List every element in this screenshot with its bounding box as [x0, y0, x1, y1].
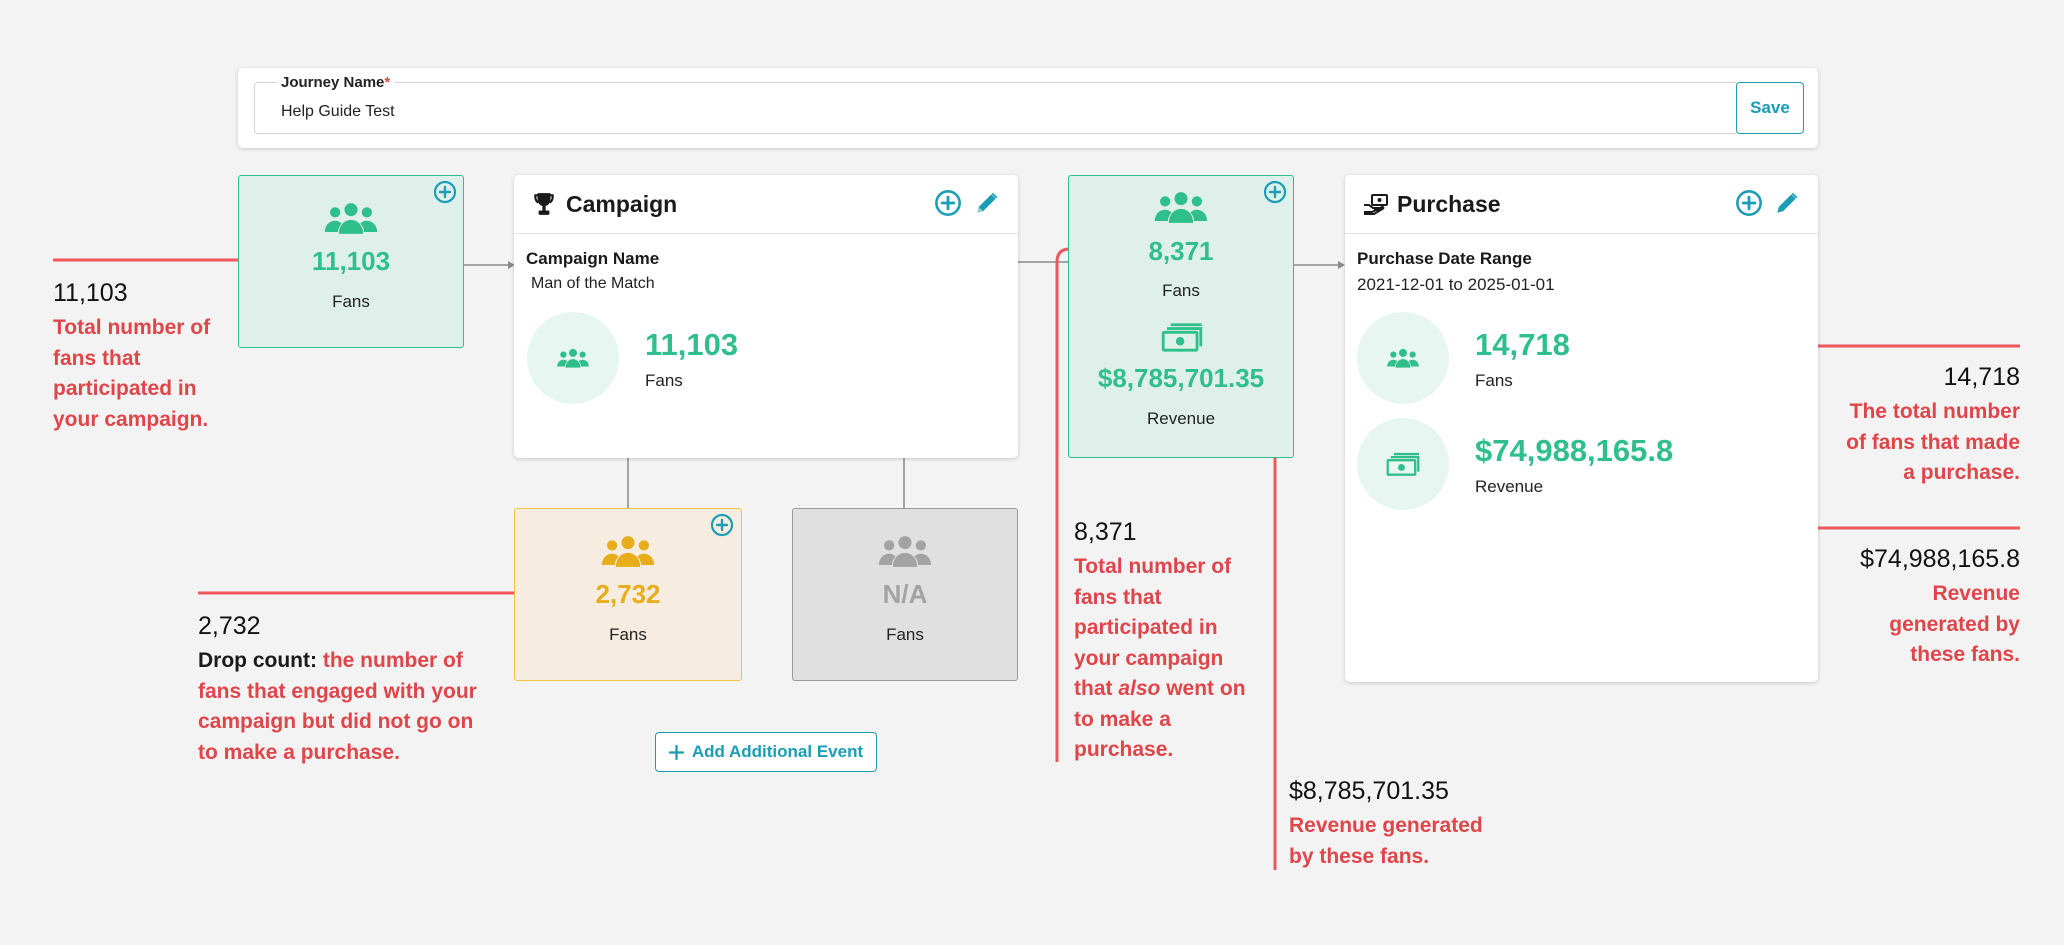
- journey-name-label: Journey Name*: [277, 74, 395, 91]
- campaign-name-label: Campaign Name: [526, 249, 660, 268]
- journey-name-bar: Journey Name* Help Guide Test Save: [238, 68, 1818, 148]
- na-fans-label: Fans: [886, 625, 924, 644]
- entry-fans-label: Fans: [332, 292, 370, 311]
- add-additional-event-label: Add Additional Event: [691, 742, 864, 761]
- add-circle-icon[interactable]: [710, 513, 734, 537]
- purchase-card-header: Purchase: [1345, 175, 1818, 234]
- annotation-purchase-fans-number: 14,718: [1943, 363, 2020, 391]
- trophy-icon: [534, 193, 554, 215]
- campaign-name-value: Man of the Match: [531, 275, 655, 292]
- fans-group-icon: [324, 203, 378, 234]
- converted-revenue-value: $8,785,701.35: [1097, 363, 1265, 393]
- purchase-fans-circle: [1357, 312, 1449, 404]
- annotation-converted-text: Total number of fans that participated i…: [1074, 555, 1246, 761]
- fans-group-icon: [601, 536, 655, 567]
- purchase-date-range-value: 2021-12-01 to 2025-01-01: [1357, 275, 1555, 295]
- annotation-converted-revenue-text: Revenue generated by these fans.: [1289, 814, 1483, 868]
- campaign-fans-label: Fans: [645, 371, 683, 390]
- pencil-icon[interactable]: [974, 190, 1000, 216]
- add-additional-event-button[interactable]: Add Additional Event: [655, 732, 877, 772]
- add-circle-icon[interactable]: [934, 189, 962, 217]
- fans-group-icon: [878, 536, 932, 567]
- campaign-card-header: Campaign: [514, 175, 1018, 234]
- annotation-drop-text: Drop count: the number of fans that enga…: [198, 649, 477, 764]
- date-separator: to: [1448, 275, 1463, 294]
- entry-fans-count: 11,103: [311, 246, 391, 276]
- campaign-card: Campaign Campaign Name Man of the Match …: [514, 175, 1018, 458]
- journey-name-field[interactable]: Journey Name* Help Guide Test: [254, 74, 1738, 134]
- annotation-drop-number: 2,732: [198, 612, 261, 640]
- converted-fans-box[interactable]: 8,371 Fans $8,785,701.35 Revenue: [1068, 175, 1294, 458]
- annotation-purchase-revenue-text: Revenue generated by these fans.: [1889, 582, 2020, 666]
- add-circle-icon[interactable]: [1263, 180, 1287, 204]
- campaign-fans-circle: [527, 312, 619, 404]
- purchase-revenue-value: $74,988,165.8: [1475, 433, 1674, 468]
- fans-group-icon: [1387, 348, 1419, 368]
- pencil-icon[interactable]: [1774, 190, 1800, 216]
- hand-money-icon: [1364, 194, 1388, 215]
- required-mark: *: [384, 74, 391, 91]
- drop-fans-label: Fans: [609, 625, 647, 644]
- purchase-date-range-label: Purchase Date Range: [1357, 249, 1532, 268]
- campaign-title: Campaign: [566, 191, 678, 217]
- purchase-revenue-circle: [1357, 418, 1449, 510]
- add-circle-icon[interactable]: [1735, 189, 1763, 217]
- annotation-converted-revenue-number: $8,785,701.35: [1289, 777, 1449, 805]
- save-button[interactable]: Save: [1736, 82, 1804, 134]
- entry-fans-box[interactable]: 11,103 Fans: [238, 175, 464, 348]
- purchase-fans-value: 14,718: [1475, 327, 1570, 362]
- fans-group-icon: [557, 348, 589, 368]
- drop-fans-box[interactable]: 2,732 Fans: [514, 508, 742, 681]
- journey-name-input[interactable]: Help Guide Test: [281, 103, 395, 120]
- na-fans-count: N/A: [882, 579, 928, 609]
- date-from: 2021-12-01: [1357, 275, 1444, 294]
- converted-fans-count: 8,371: [1148, 236, 1214, 266]
- purchase-revenue-label: Revenue: [1475, 477, 1544, 496]
- money-icon: [1161, 323, 1203, 352]
- annotation-purchase-revenue-number: $74,988,165.8: [1860, 545, 2020, 573]
- annotation-entry-number: 11,103: [53, 279, 128, 307]
- plus-icon: [668, 744, 684, 760]
- converted-revenue-label: Revenue: [1146, 409, 1216, 428]
- money-icon: [1386, 452, 1420, 476]
- annotation-purchase-fans-text: The total number of fans that made a pur…: [1846, 400, 2020, 484]
- purchase-card: Purchase Purchase Date Range 2021-12-01 …: [1345, 175, 1818, 682]
- drop-fans-count: 2,732: [595, 579, 661, 609]
- purchase-title: Purchase: [1397, 191, 1501, 217]
- annotation-entry-text: Total number of fans that participated i…: [53, 316, 211, 431]
- purchase-fans-label: Fans: [1475, 371, 1513, 390]
- date-to: 2025-01-01: [1467, 275, 1555, 294]
- converted-fans-label: Fans: [1162, 281, 1200, 300]
- add-circle-icon[interactable]: [433, 180, 457, 204]
- annotation-converted-number: 8,371: [1074, 518, 1137, 546]
- fans-group-icon: [1154, 192, 1208, 223]
- campaign-fans-value: 11,103: [645, 327, 739, 362]
- na-fans-box[interactable]: N/A Fans: [792, 508, 1018, 681]
